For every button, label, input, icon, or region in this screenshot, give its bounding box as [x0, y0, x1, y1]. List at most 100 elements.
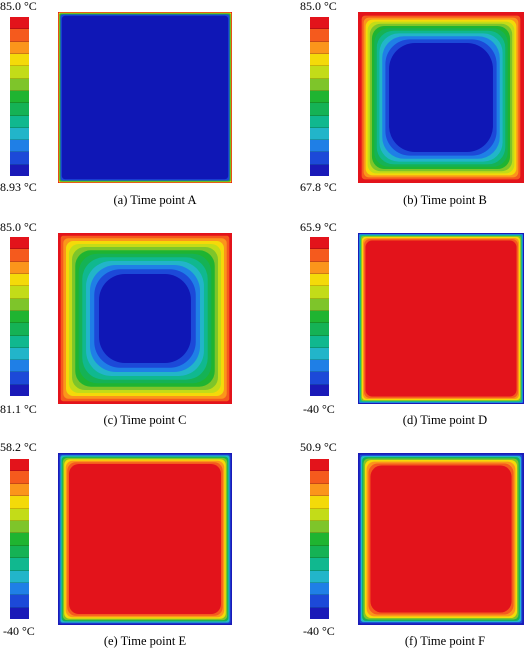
legend-swatch	[10, 127, 29, 141]
legend-swatch	[10, 298, 29, 311]
color-legend	[310, 237, 329, 397]
panel-caption: (b) Time point B	[403, 193, 487, 207]
temperature-field	[58, 233, 232, 404]
legend-swatch	[310, 17, 329, 30]
temperature-field	[358, 233, 524, 404]
legend-swatch	[310, 237, 329, 250]
legend-swatch	[10, 595, 29, 608]
legend-swatch	[10, 29, 29, 42]
panel-caption: (c) Time point C	[103, 413, 187, 427]
panel-caption: (a) Time point A	[113, 193, 197, 207]
legend-swatch	[310, 384, 329, 397]
legend-swatch	[310, 372, 329, 385]
legend-swatch	[10, 508, 29, 521]
field-svg	[358, 453, 524, 625]
legend-swatch	[10, 78, 29, 91]
legend-swatch	[310, 607, 329, 620]
legend-swatch	[310, 152, 329, 165]
legend-swatch	[10, 471, 29, 484]
legend-swatch	[310, 140, 329, 153]
legend-swatch	[310, 41, 329, 54]
legend-swatch	[10, 164, 29, 177]
legend-swatch	[310, 347, 329, 361]
temperature-field	[58, 12, 232, 183]
legend-max-label: 58.2 °C	[0, 440, 37, 454]
legend-max-label: 85.0 °C	[0, 220, 37, 234]
legend-swatch	[10, 483, 29, 497]
field-core	[389, 43, 493, 152]
legend-swatch	[10, 520, 29, 534]
legend-swatch	[10, 17, 29, 30]
legend-swatch	[10, 53, 29, 67]
legend-swatch	[310, 508, 329, 521]
legend-min-label: -40 °C	[303, 624, 335, 638]
panel-caption: (f) Time point F	[404, 634, 486, 648]
legend-swatch	[310, 90, 329, 104]
legend-swatch	[10, 249, 29, 262]
legend-swatch	[310, 249, 329, 262]
legend-swatch	[310, 459, 329, 472]
field-core	[370, 465, 512, 613]
legend-swatch	[310, 335, 329, 348]
legend-swatch	[10, 103, 29, 116]
legend-swatch	[310, 558, 329, 571]
legend-swatch	[10, 558, 29, 571]
legend-swatch	[310, 298, 329, 311]
legend-swatch	[10, 372, 29, 385]
legend-swatch	[10, 360, 29, 373]
legend-swatch	[10, 66, 29, 79]
legend-swatch	[310, 496, 329, 509]
temperature-field	[58, 453, 232, 625]
temperature-field	[358, 453, 524, 625]
color-legend	[10, 459, 29, 620]
legend-swatch	[310, 127, 329, 141]
legend-swatch	[310, 103, 329, 116]
legend-swatch	[10, 41, 29, 54]
legend-swatch	[10, 607, 29, 620]
legend-swatch	[10, 459, 29, 472]
legend-min-label: 67.8 °C	[300, 180, 337, 194]
legend-max-label: 85.0 °C	[0, 0, 37, 13]
temperature-field	[358, 12, 524, 183]
legend-swatch	[310, 570, 329, 583]
field-svg	[58, 12, 232, 183]
field-core	[69, 464, 221, 614]
legend-min-label: 8.93 °C	[0, 180, 37, 194]
legend-swatch	[310, 53, 329, 67]
color-legend	[10, 17, 29, 177]
legend-max-label: 50.9 °C	[300, 440, 337, 454]
legend-swatch	[10, 335, 29, 348]
legend-swatch	[10, 115, 29, 128]
panel-caption: (d) Time point D	[402, 413, 488, 427]
legend-swatch	[310, 29, 329, 42]
legend-min-label: -40 °C	[303, 402, 335, 416]
legend-swatch	[10, 152, 29, 165]
legend-swatch	[310, 115, 329, 128]
legend-swatch	[310, 286, 329, 299]
legend-swatch	[310, 533, 329, 546]
legend-swatch	[310, 323, 329, 336]
color-legend	[310, 17, 329, 177]
legend-swatch	[10, 347, 29, 361]
legend-swatch	[10, 496, 29, 509]
legend-swatch	[10, 140, 29, 153]
color-legend	[10, 237, 29, 397]
legend-swatch	[310, 595, 329, 608]
legend-swatch	[10, 261, 29, 274]
legend-swatch	[310, 520, 329, 534]
legend-min-label: -40 °C	[3, 624, 35, 638]
legend-swatch	[10, 384, 29, 397]
legend-swatch	[310, 66, 329, 79]
field-core	[365, 240, 517, 397]
field-svg	[358, 233, 524, 404]
panel-caption: (e) Time point E	[103, 634, 187, 648]
legend-swatch	[10, 545, 29, 559]
field-core	[61, 15, 229, 180]
field-core	[99, 274, 191, 363]
legend-swatch	[310, 471, 329, 484]
color-legend	[310, 459, 329, 620]
legend-swatch	[10, 90, 29, 104]
legend-max-label: 85.0 °C	[300, 0, 337, 13]
field-svg	[58, 453, 232, 625]
legend-swatch	[10, 273, 29, 287]
